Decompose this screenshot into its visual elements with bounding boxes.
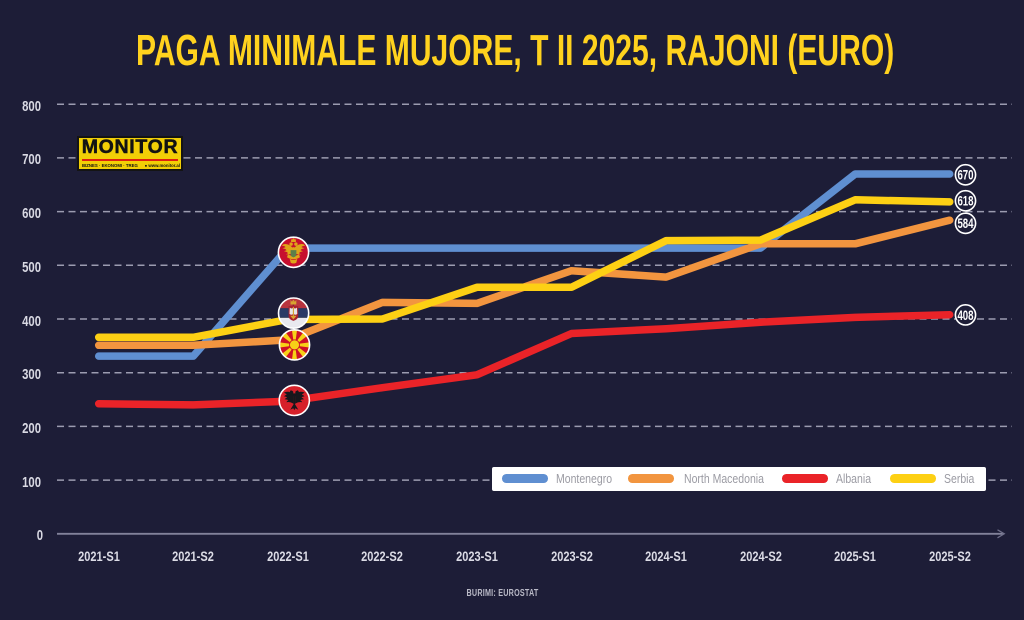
svg-text:584: 584: [957, 215, 973, 231]
svg-text:618: 618: [957, 193, 973, 209]
svg-text:670: 670: [957, 167, 973, 183]
svg-text:408: 408: [957, 307, 973, 323]
